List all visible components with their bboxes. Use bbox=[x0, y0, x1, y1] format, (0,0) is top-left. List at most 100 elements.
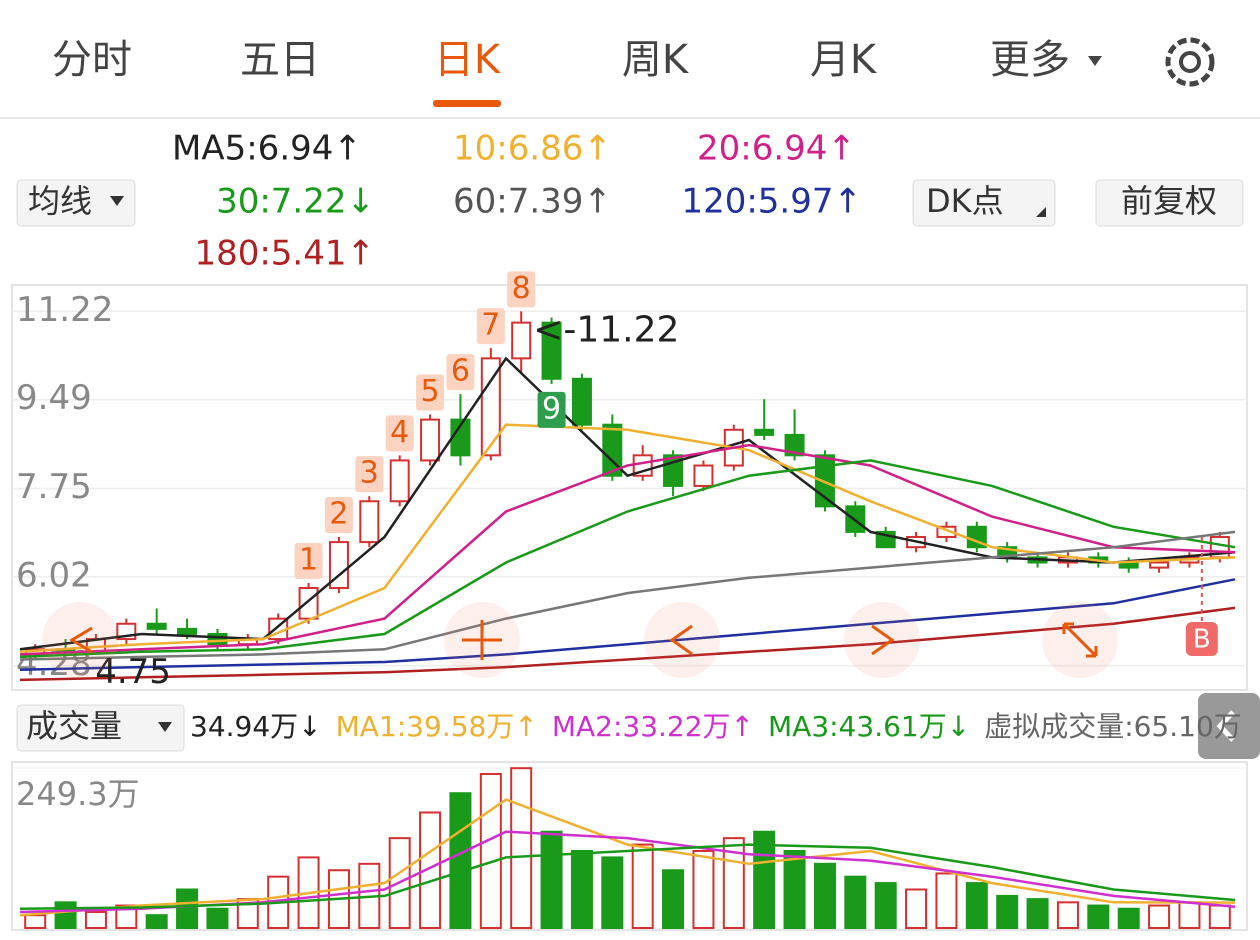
volume-tick-label: 249.3万 bbox=[16, 775, 140, 813]
signal-label: 6 bbox=[451, 354, 470, 389]
tab[interactable]: 五日 bbox=[240, 37, 320, 83]
collapse-button[interactable] bbox=[1198, 693, 1260, 759]
candle-body bbox=[1149, 561, 1170, 569]
volume-bar bbox=[540, 830, 563, 930]
volume-bar bbox=[510, 767, 533, 930]
signal-badge bbox=[355, 456, 384, 493]
tab[interactable]: 月K bbox=[810, 37, 878, 83]
volume-ma-line bbox=[19, 798, 1236, 917]
signal-label: 2 bbox=[329, 496, 348, 531]
volume-bar bbox=[601, 856, 624, 930]
ma-line bbox=[19, 356, 1236, 651]
volume-bar bbox=[206, 907, 229, 930]
candle-body bbox=[936, 525, 957, 538]
ma-button-label: 均线 bbox=[28, 182, 92, 220]
settings-icon[interactable] bbox=[1165, 37, 1215, 87]
volume-bar bbox=[24, 914, 47, 930]
volume-frame bbox=[11, 761, 1248, 931]
volume-bar bbox=[54, 901, 77, 930]
volume-bar bbox=[783, 849, 806, 930]
candle-body bbox=[480, 357, 501, 457]
volume-bar bbox=[145, 914, 168, 930]
signal-badge bbox=[507, 271, 536, 308]
tab[interactable]: 更多 bbox=[990, 37, 1070, 83]
nav-icon bbox=[1062, 622, 1098, 658]
signal-label: 7 bbox=[481, 308, 500, 343]
ma-line bbox=[19, 578, 1236, 671]
nav-button[interactable] bbox=[644, 602, 720, 678]
candle-body bbox=[298, 587, 319, 620]
tab[interactable]: 日K bbox=[434, 37, 502, 83]
volume-title: 成交量 bbox=[26, 707, 122, 745]
candle-body bbox=[693, 464, 714, 487]
volume-legend: MA1:39.58万↑ bbox=[336, 710, 538, 743]
candle-body bbox=[328, 541, 349, 590]
ma-legend: 180:5.41↑ bbox=[194, 234, 375, 274]
gear-hole bbox=[1179, 51, 1201, 73]
price-frame bbox=[11, 284, 1248, 691]
signal-label: 8 bbox=[512, 271, 531, 306]
candle-body bbox=[359, 500, 380, 544]
signal-label: 4 bbox=[390, 415, 409, 450]
volume-bar bbox=[84, 910, 107, 930]
nav-icon bbox=[462, 620, 502, 660]
ma-legend: MA5:6.94↑ bbox=[172, 129, 362, 169]
volume-bar bbox=[692, 849, 715, 930]
volume-bar bbox=[1026, 898, 1049, 930]
volume-bar bbox=[449, 792, 472, 929]
ma-button[interactable] bbox=[16, 179, 136, 227]
volume-bar bbox=[813, 862, 836, 930]
ma-line bbox=[19, 606, 1236, 682]
adjust-button-label: 前复权 bbox=[1121, 182, 1217, 220]
nav-button[interactable] bbox=[42, 602, 118, 678]
signal-badge bbox=[476, 308, 505, 345]
gear bbox=[1165, 37, 1215, 87]
volume-bar bbox=[996, 894, 1019, 930]
ma-line bbox=[19, 443, 1236, 656]
ma-legend: 20:6.94↑ bbox=[697, 129, 856, 169]
candle-body bbox=[784, 433, 805, 457]
volume-bar bbox=[1056, 901, 1079, 930]
nav-icon bbox=[69, 626, 93, 654]
volume-legend: 34.94万↓ bbox=[190, 710, 322, 743]
tab[interactable]: 周K bbox=[622, 37, 690, 83]
volume-legend: 虚拟成交量:65.10万 bbox=[984, 710, 1242, 743]
volume-button[interactable] bbox=[16, 704, 185, 752]
signal-label: 5 bbox=[421, 374, 440, 409]
volume-bar bbox=[844, 875, 867, 930]
low-label: 4.75 bbox=[95, 652, 171, 692]
signal-badge bbox=[446, 354, 475, 391]
ma-line bbox=[19, 423, 1236, 654]
dk-button[interactable] bbox=[912, 179, 1056, 227]
signal-badge bbox=[416, 374, 445, 411]
volume-bar bbox=[905, 888, 928, 930]
ma-legend: 120:5.97↑ bbox=[681, 182, 862, 222]
volume-bar bbox=[419, 811, 442, 930]
tab[interactable]: 分时 bbox=[52, 37, 132, 83]
volume-bar bbox=[1178, 901, 1201, 930]
ma-legend: 60:7.39↑ bbox=[453, 182, 612, 222]
buy-label: B bbox=[1193, 625, 1211, 655]
y-tick-label: 7.75 bbox=[16, 467, 92, 507]
signal-badge bbox=[537, 391, 566, 428]
candle-body bbox=[571, 377, 592, 426]
high-label: <-11.22 bbox=[533, 309, 679, 350]
volume-bar bbox=[631, 843, 654, 930]
adjust-button[interactable] bbox=[1095, 179, 1244, 227]
collapse-icon bbox=[1216, 710, 1235, 742]
candle-body bbox=[207, 632, 228, 646]
ma-legend: 30:7.22↓ bbox=[216, 182, 375, 222]
signal-badge bbox=[324, 496, 353, 533]
volume-bar bbox=[874, 882, 897, 930]
y-tick-label: 9.49 bbox=[16, 378, 92, 418]
candle-body bbox=[389, 459, 410, 503]
nav-button[interactable] bbox=[844, 602, 920, 678]
nav-icon bbox=[669, 624, 693, 656]
volume-bar bbox=[965, 882, 988, 930]
volume-bar bbox=[1148, 904, 1171, 930]
ma-line bbox=[19, 459, 1236, 659]
corner-arrow bbox=[1036, 207, 1046, 217]
candle-body bbox=[177, 627, 198, 635]
